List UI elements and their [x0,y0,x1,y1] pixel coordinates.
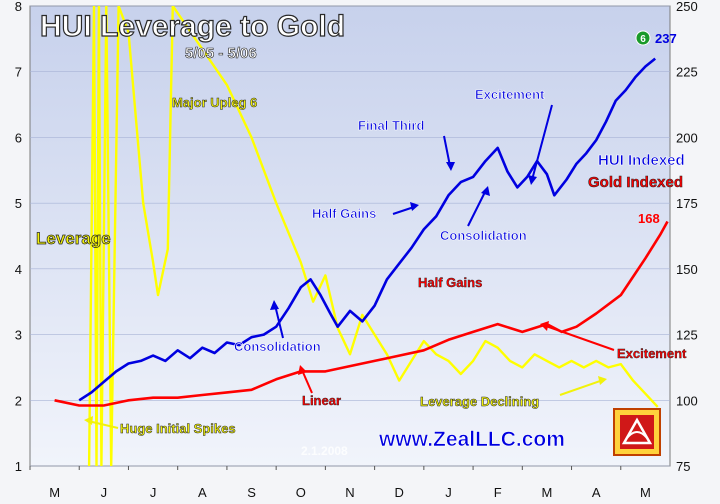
website-watermark: www.ZealLLC.com [378,428,565,451]
right-tick-label: 225 [676,65,698,80]
linear-arrow [301,369,313,394]
x-tick-label: M [640,485,651,500]
x-tick-label: F [494,485,502,500]
left-tick-label: 1 [15,459,22,474]
zeal-logo [613,408,661,456]
consolidation-arrowhead-1 [270,300,279,310]
leverage-declining-arrow [559,379,604,396]
left-tick-label: 5 [15,196,22,211]
upleg-badge-number: 6 [640,34,646,45]
x-tick-label: J [150,485,157,500]
x-tick-label: O [296,485,306,500]
left-tick-label: 7 [15,65,22,80]
x-tick-label: D [395,485,404,500]
consolidation-blue-label-1: Consolidation [234,339,321,354]
excitement-blue-label: Excitement [475,87,545,102]
left-axis: 1 2 3 4 5 6 7 8 [15,0,22,474]
x-tick-label: A [592,485,601,500]
linear-label: Linear [302,393,341,408]
half-gains-blue-arrowhead [410,202,419,211]
x-tick-label: N [345,485,354,500]
chart-title: HUI Leverage to Gold [40,10,345,43]
upleg-badge [635,30,651,46]
right-axis: 75 100 125 150 175 200 225 250 [676,0,698,474]
final-third-arrow [443,135,451,167]
left-tick-label: 6 [15,130,22,145]
left-tick-label: 4 [15,262,22,277]
right-tick-label: 250 [676,0,698,14]
major-upleg-label: Major Upleg 6 [172,95,257,110]
right-tick-label: 125 [676,328,698,343]
huge-initial-spikes-label: Huge Initial Spikes [120,421,236,436]
excitement-red-arrowhead [540,321,549,331]
excitement-blue-arrowhead [528,175,537,185]
hui-indexed-legend: HUI Indexed [598,152,685,169]
half-gains-blue-arrow [392,206,415,215]
x-tick-label: A [198,485,207,500]
right-tick-label: 150 [676,262,698,277]
consolidation-arrow-1 [274,304,284,339]
excitement-blue-arrow [531,104,553,181]
x-tick-label: J [445,485,452,500]
x-tick-label: M [542,485,553,500]
half-gains-blue-label: Half Gains [312,206,376,221]
left-tick-label: 3 [15,328,22,343]
consolidation-blue-label-2: Consolidation [440,228,527,243]
linear-arrowhead [298,365,307,375]
x-tick-label: S [247,485,256,500]
gold-end-value: 168 [638,211,660,226]
right-tick-label: 200 [676,130,698,145]
gold-indexed-legend: Gold Indexed [588,174,683,191]
hui-end-value: 237 [655,31,677,46]
excitement-red-arrow [545,325,615,351]
half-gains-red-label: Half Gains [418,275,482,290]
final-third-arrowhead [446,162,455,171]
gold-indexed-series-line [54,220,669,407]
date-stamp: 2.1.2008 [301,444,348,458]
chart-subtitle: 5/05 - 5/06 [185,45,257,62]
right-tick-label: 175 [676,196,698,211]
right-tick-label: 100 [676,393,698,408]
excitement-red-label: Excitement [617,346,687,361]
left-tick-label: 8 [15,0,22,14]
consolidation-arrowhead-2 [481,186,490,196]
consolidation-arrow-2 [467,189,487,227]
plot-area [29,5,671,467]
leverage-label: Leverage [36,229,111,248]
left-tick-label: 2 [15,393,22,408]
x-tick-label: M [49,485,60,500]
leverage-series-line [87,6,659,466]
spikes-arrowhead [84,416,93,425]
x-tick-label: J [101,485,108,500]
final-third-label: Final Third [358,118,425,133]
right-tick-label: 75 [676,459,690,474]
hui-indexed-series-line [78,57,657,402]
leverage-declining-arrowhead [598,376,607,385]
spikes-arrow [87,420,119,429]
leverage-declining-label: Leverage Declining [420,394,539,409]
